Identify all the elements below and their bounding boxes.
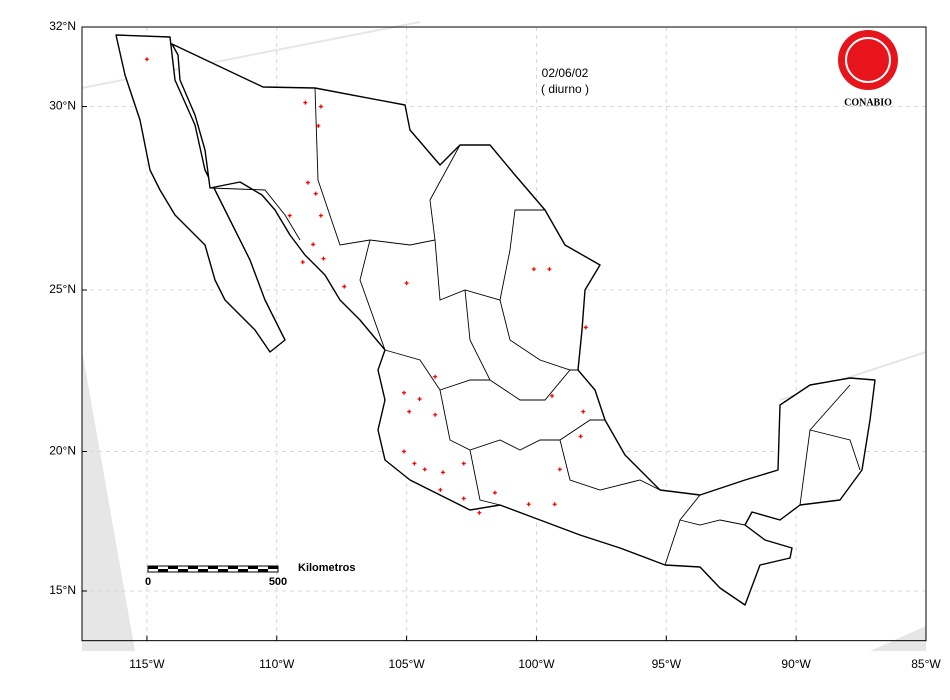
hotspot [305, 180, 310, 185]
hotspot [433, 412, 438, 417]
hotspot [318, 213, 323, 218]
hotspot [417, 397, 422, 402]
hotspot [526, 502, 531, 507]
hotspot [583, 325, 588, 330]
hotspot [461, 496, 466, 501]
logo-text: CONABIO [844, 97, 892, 108]
hotspot [547, 267, 552, 272]
x-tick-label: 110°W [259, 657, 295, 671]
period-label: ( diurno ) [541, 82, 589, 96]
x-tick-label: 105°W [389, 657, 426, 671]
hotspot [422, 467, 427, 472]
hotspot [321, 256, 326, 261]
scale-bar-ticks [148, 566, 278, 572]
y-tick-label: 20°N [49, 444, 76, 458]
hotspot [407, 409, 412, 414]
hotspot [531, 267, 536, 272]
hotspot [404, 281, 409, 286]
hotspot [578, 434, 583, 439]
hotspot [477, 510, 482, 515]
hotspot [313, 191, 318, 196]
map-frame [81, 26, 927, 642]
hotspot [552, 502, 557, 507]
no-data-area [870, 626, 926, 651]
scale-unit: Kilometros [298, 562, 355, 574]
scale-bar: 0 500 Kilometros [145, 562, 356, 588]
hotspot [316, 123, 321, 128]
x-tick-label: 85°W [911, 657, 941, 671]
state-borders [209, 87, 861, 566]
hotspot [402, 449, 407, 454]
date-label: 02/06/02 [542, 66, 589, 80]
y-tick-label: 15°N [49, 583, 76, 597]
y-tick-label: 30°N [49, 99, 76, 113]
hotspot [287, 213, 292, 218]
x-tick-label: 90°W [781, 657, 811, 671]
hotspot [492, 490, 497, 495]
hotspot [550, 393, 555, 398]
hotspot [402, 390, 407, 395]
hotspot [557, 467, 562, 472]
hotspot [144, 57, 149, 62]
no-data-area [82, 350, 135, 651]
hotspot [438, 487, 443, 492]
logo: CONABIO [838, 30, 898, 108]
x-tick-label: 95°W [652, 657, 682, 671]
hotspot [318, 104, 323, 109]
hotspot [300, 260, 305, 265]
hotspot [440, 470, 445, 475]
hotspot [433, 374, 438, 379]
scale-end: 500 [269, 576, 287, 588]
hotspot [412, 461, 417, 466]
scale-start: 0 [145, 576, 151, 588]
hotspot [342, 284, 347, 289]
hotspot [461, 461, 466, 466]
logo-emblem-ring [845, 37, 891, 83]
mainland-mexico [171, 43, 876, 606]
baja-california [115, 34, 286, 353]
hotspot [581, 409, 586, 414]
hotspot [303, 100, 308, 105]
y-tick-label: 32°N [49, 19, 76, 33]
x-tick-label: 100°W [518, 657, 555, 671]
y-tick-label: 25°N [49, 282, 76, 296]
x-tick-label: 115°W [129, 657, 165, 671]
hotspot [311, 242, 316, 247]
